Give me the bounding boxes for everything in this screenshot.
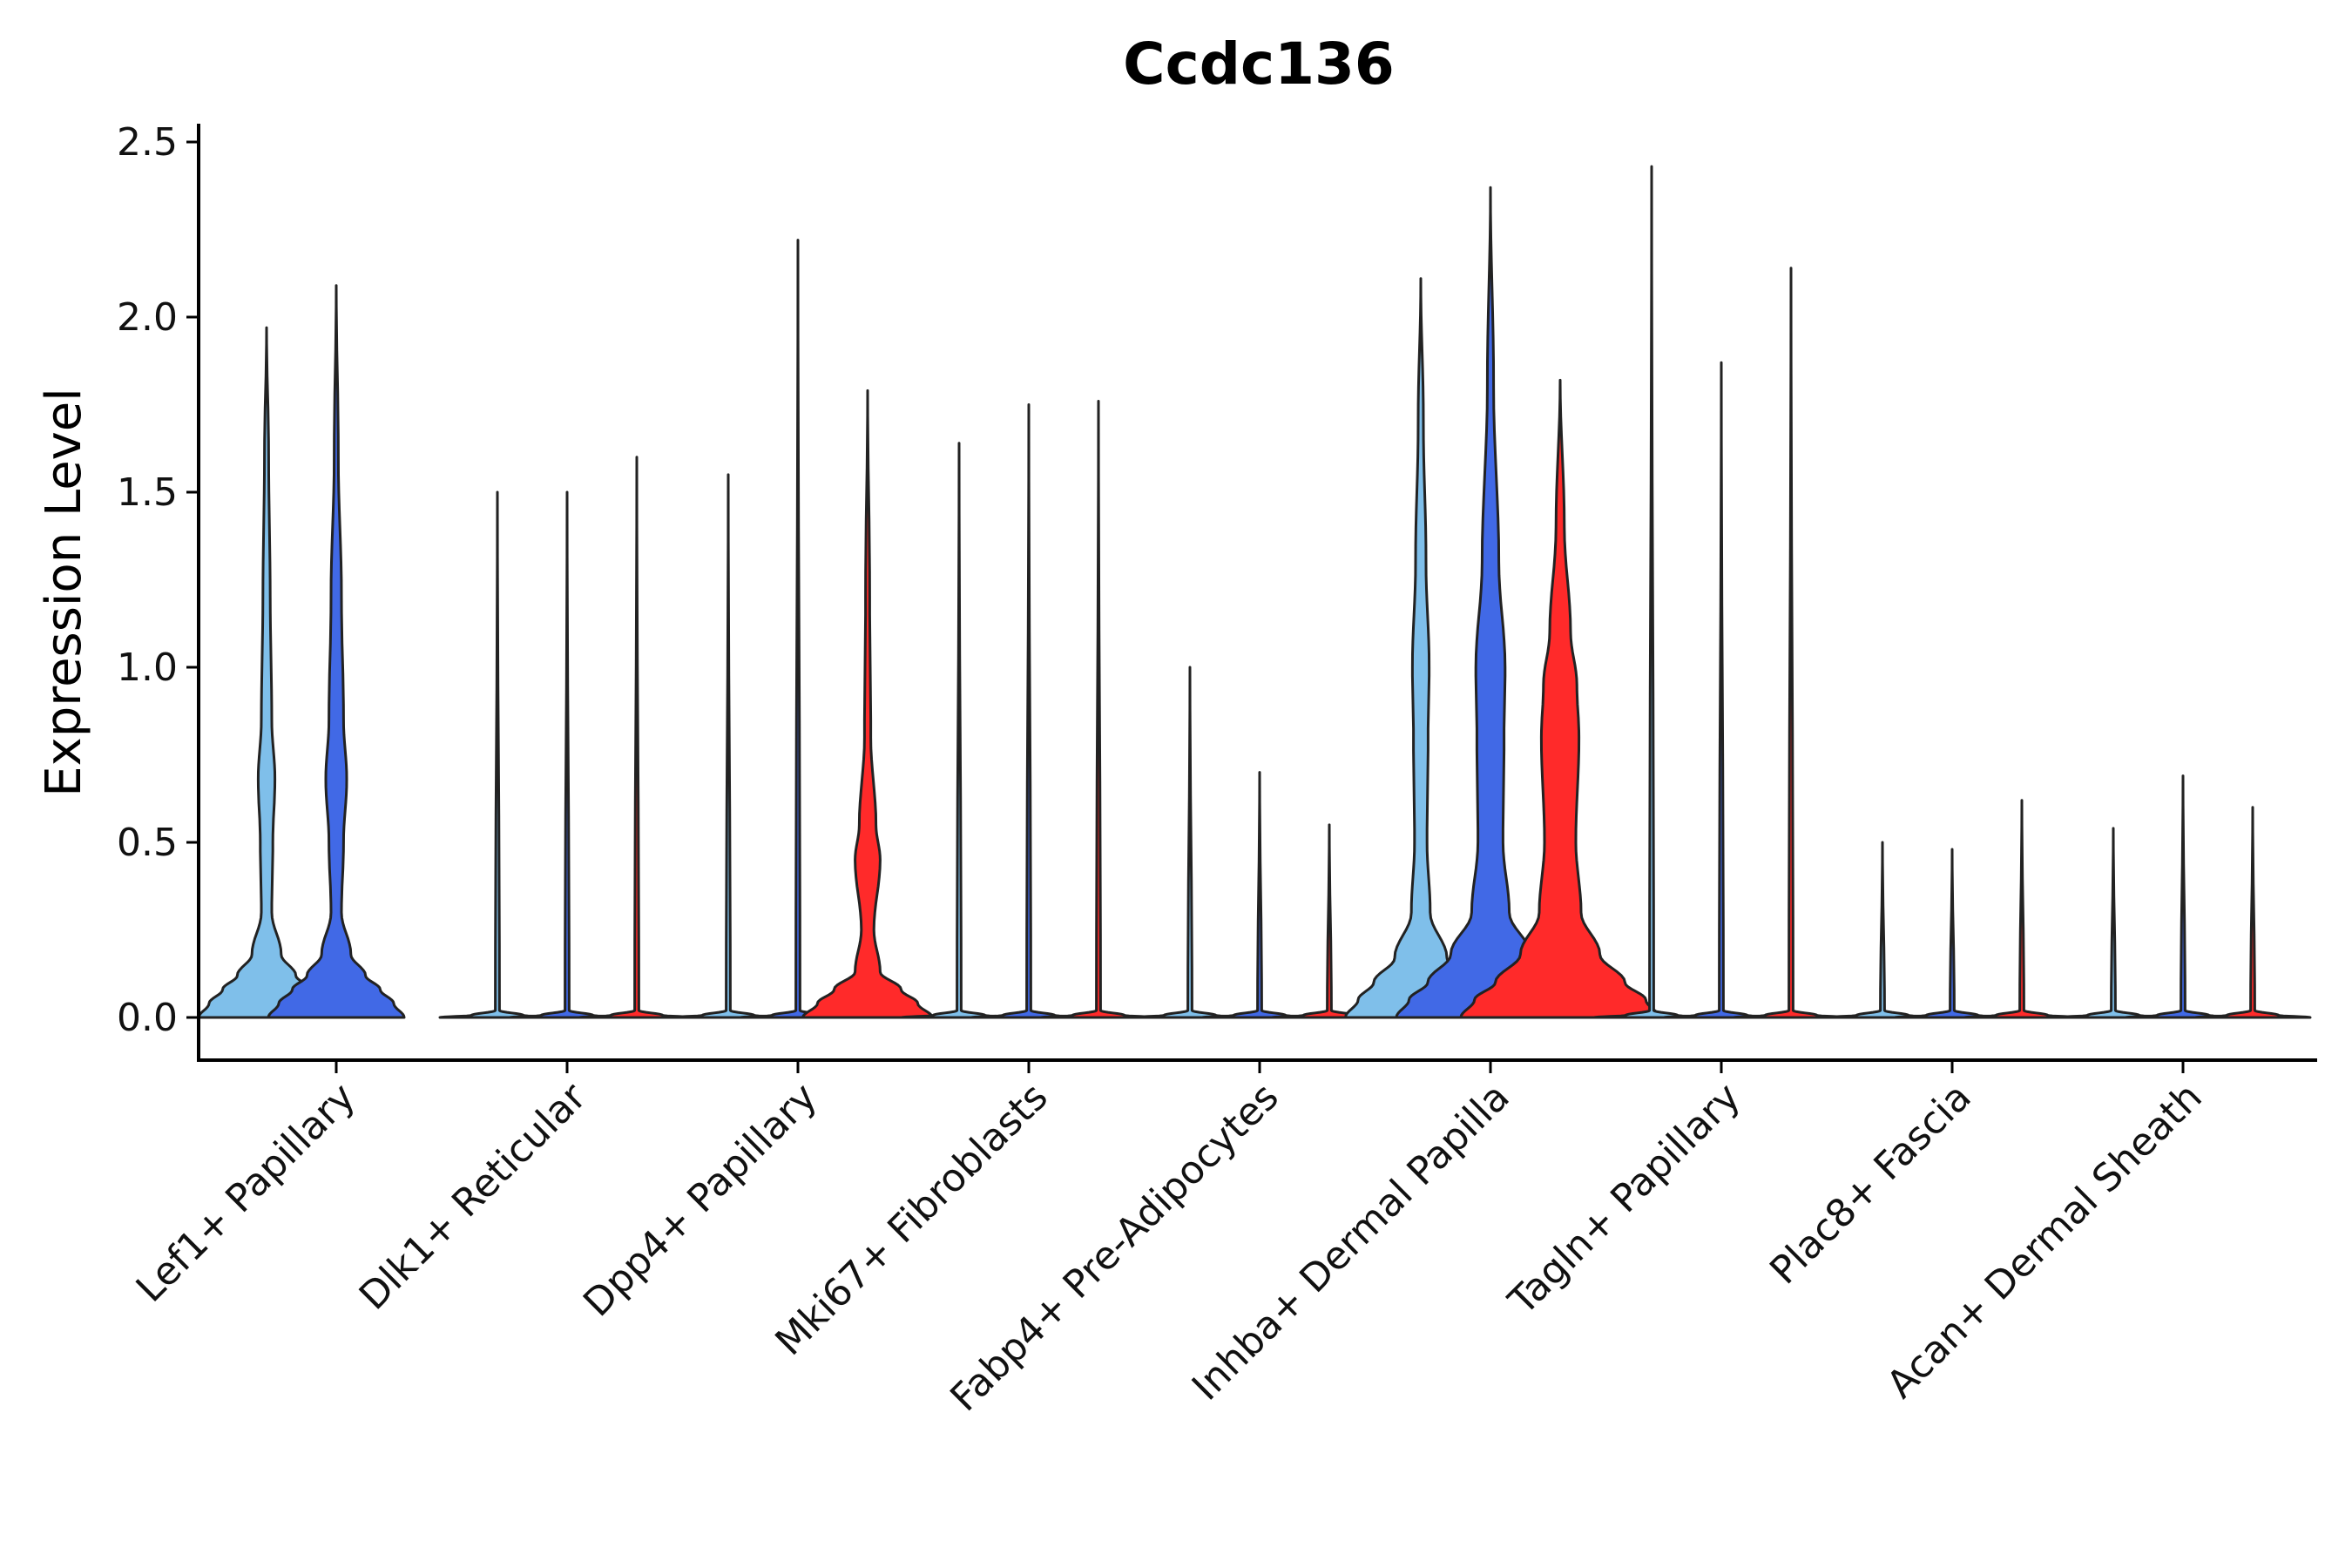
violin-light_blue xyxy=(669,473,787,1019)
chart-title: Ccdc136 xyxy=(1123,30,1395,98)
y-tick-label: 1.5 xyxy=(117,470,178,515)
y-tick-label: 0.0 xyxy=(117,996,178,1040)
y-axis-label: Expression Level xyxy=(36,388,92,797)
violin-blue xyxy=(970,403,1088,1019)
violin-light_blue xyxy=(2054,827,2173,1019)
y-tick-label: 2.0 xyxy=(117,295,178,340)
y-tick-label: 2.5 xyxy=(117,120,178,165)
violin-light_blue xyxy=(197,326,336,1019)
violin-red xyxy=(578,456,696,1019)
violin-red xyxy=(1963,799,2081,1019)
y-tick-label: 1.0 xyxy=(117,645,178,690)
violin-red xyxy=(2193,806,2312,1019)
x-tick-label: Plac8+ Fascia xyxy=(1761,1075,1980,1294)
y-tick-label: 0.5 xyxy=(117,821,178,865)
violin-light_blue xyxy=(1592,165,1711,1019)
violin-blue xyxy=(1200,771,1319,1019)
violin-blue xyxy=(1662,361,1781,1019)
violin-light_blue xyxy=(1344,277,1497,1019)
x-tick-label: Dlk1+ Reticular xyxy=(351,1074,596,1319)
x-tick-label: Lef1+ Papillary xyxy=(128,1075,364,1311)
violin-light_blue xyxy=(438,490,557,1019)
violin-layer xyxy=(197,165,2312,1019)
violin-red xyxy=(1459,378,1661,1019)
violin-blue xyxy=(267,284,406,1019)
violin-blue xyxy=(508,490,626,1019)
violin-light_blue xyxy=(900,442,1018,1019)
violin-red xyxy=(1732,267,1850,1019)
violin-red xyxy=(801,389,934,1019)
x-tick-label: Dpp4+ Papillary xyxy=(575,1075,826,1326)
violin-light_blue xyxy=(1823,841,1942,1019)
y-axis-ticks: 0.0 0.5 1.0 1.5 2.0 2.5 xyxy=(117,120,199,1040)
violin-red xyxy=(1039,400,1158,1019)
violin-blue xyxy=(2124,774,2242,1019)
x-tick-label: Tagln+ Papillary xyxy=(1500,1075,1749,1324)
violin-light_blue xyxy=(1131,666,1249,1019)
violin-blue xyxy=(1893,848,2011,1019)
violin-blue xyxy=(739,239,857,1019)
